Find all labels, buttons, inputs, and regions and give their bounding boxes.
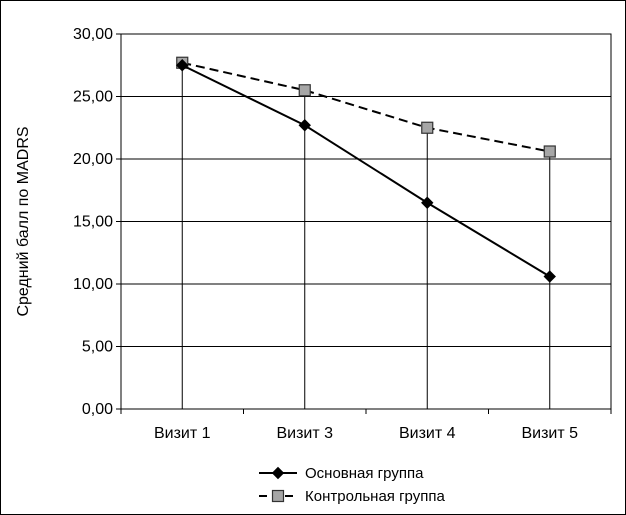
y-tick-label: 5,00 (82, 339, 113, 356)
data-point (176, 59, 189, 72)
data-point (421, 196, 434, 209)
y-tick-label: 20,00 (73, 151, 113, 168)
x-tick-label: Визит 3 (276, 425, 333, 442)
legend-label: Контрольная группа (305, 488, 445, 505)
data-point (298, 84, 311, 97)
y-axis-title: Средний балл по MADRS (15, 126, 32, 316)
x-tick-label: Визит 5 (521, 425, 578, 442)
data-point (543, 145, 556, 158)
y-tick-labels: 0,00 5,00 10,00 15,00 20,00 25,00 30,00 (73, 26, 113, 418)
y-tick-label: 15,00 (73, 214, 113, 231)
drop-lines (181, 62, 551, 409)
x-tick-label: Визит 4 (399, 425, 456, 442)
data-point (298, 119, 311, 132)
x-tick-labels: Визит 1 Визит 3 Визит 4 Визит 5 (154, 425, 578, 442)
legend-label: Основная группа (305, 465, 424, 482)
y-tick-label: 0,00 (82, 401, 113, 418)
y-tick-label: 25,00 (73, 89, 113, 106)
series-line (182, 61, 550, 153)
series-main-group (176, 59, 556, 283)
y-tick-label: 30,00 (73, 26, 113, 43)
legend-entry: Контрольная группа (259, 488, 445, 505)
gridlines (121, 33, 611, 347)
data-point (543, 270, 556, 283)
legend-entry: Основная группа (259, 465, 424, 482)
legend-marker (271, 466, 285, 480)
x-tick-label: Визит 1 (154, 425, 211, 442)
axes (116, 33, 612, 414)
y-tick-label: 10,00 (73, 276, 113, 293)
data-point (421, 121, 434, 134)
series-line (181, 64, 551, 278)
series-control-group (176, 56, 556, 158)
legend-marker (271, 489, 285, 503)
legend: Основная группа Контрольная группа (259, 465, 445, 505)
series (176, 56, 556, 283)
